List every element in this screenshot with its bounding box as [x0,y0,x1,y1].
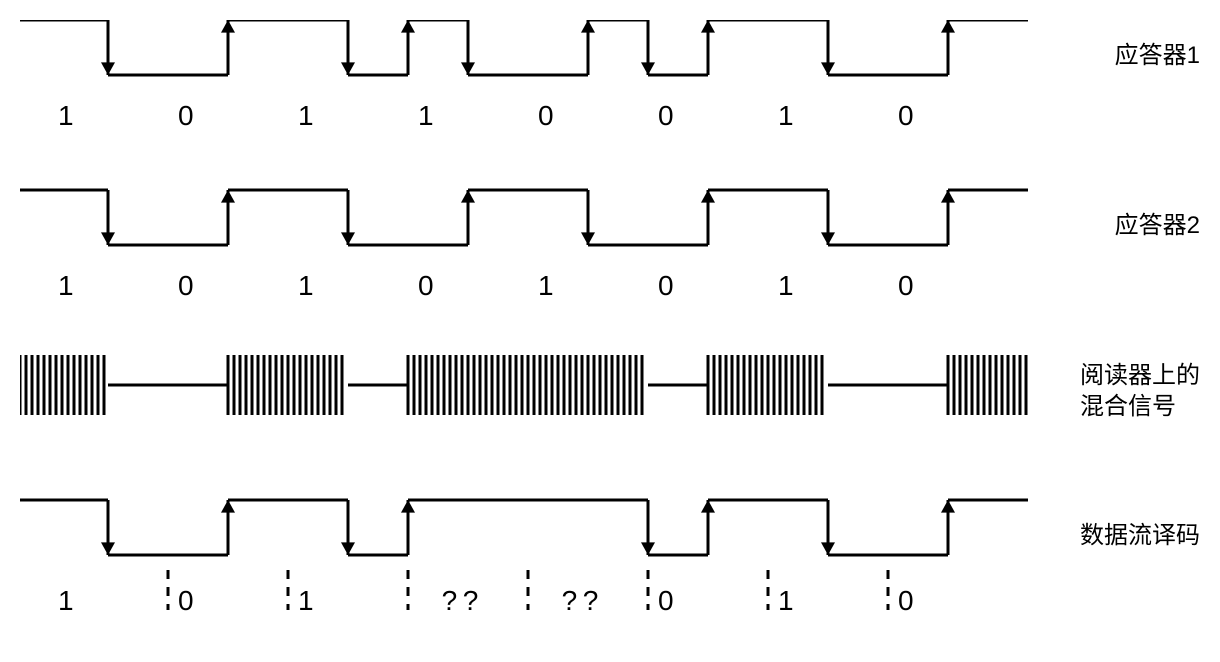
bit-label: 0 [178,585,194,617]
bit-label: 0 [418,270,434,302]
timing-diagram: 应答器1 1 0 1 1 0 0 1 0 应答器2 1 0 1 0 1 0 1 0 阅读器上的 混合信号数据流译码 1… [20,20,1200,640]
bit-label: 1 [58,585,74,617]
bit-label: 0 [178,100,194,132]
bit-label: ? ? [562,585,599,617]
bit-label: 1 [778,100,794,132]
bit-label: 1 [538,270,554,302]
bit-label: 0 [898,585,914,617]
bit-label: 1 [298,585,314,617]
bit-label: ? ? [442,585,479,617]
bit-label: 0 [538,100,554,132]
bit-label: 1 [58,100,74,132]
bit-label: 1 [58,270,74,302]
bit-label: 1 [418,100,434,132]
bit-label: 1 [778,585,794,617]
bit-label: 0 [178,270,194,302]
bit-label: 0 [658,100,674,132]
bit-label: 1 [298,100,314,132]
bit-label: 1 [778,270,794,302]
row-label-transponder1: 应答器1 [1115,40,1200,71]
row-label-decoded: 数据流译码 [1080,520,1200,551]
bit-label: 0 [898,100,914,132]
signal-canvas [20,20,1200,640]
bit-label: 1 [298,270,314,302]
row-label-transponder2: 应答器2 [1115,210,1200,241]
row-label-mixed: 阅读器上的 混合信号 [1080,360,1200,422]
bit-label: 0 [658,270,674,302]
bit-label: 0 [658,585,674,617]
bit-label: 0 [898,270,914,302]
